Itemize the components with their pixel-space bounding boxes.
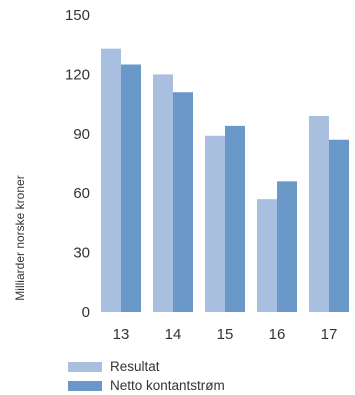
bar-resultat-13 bbox=[101, 48, 121, 312]
x-tick-label: 17 bbox=[321, 326, 338, 343]
y-tick-label: 0 bbox=[82, 304, 90, 321]
x-tick-label: 16 bbox=[269, 326, 286, 343]
y-axis-label: Milliarder norske kroner bbox=[13, 175, 27, 300]
y-axis-ticks: 0 30 60 90 120 150 bbox=[65, 7, 90, 321]
y-tick-label: 60 bbox=[73, 185, 90, 202]
y-tick-label: 30 bbox=[73, 245, 90, 262]
legend-swatch-netto-kontantstrom bbox=[68, 380, 102, 391]
legend-item-netto-kontantstrom: Netto kontantstrøm bbox=[68, 376, 225, 395]
y-tick-label: 150 bbox=[65, 7, 90, 24]
bar-resultat-17 bbox=[309, 115, 329, 312]
bar-resultat-15 bbox=[205, 135, 225, 312]
bar-resultat-16 bbox=[257, 199, 277, 312]
bar-netto-kontantstrom-13 bbox=[121, 64, 141, 312]
x-tick-label: 13 bbox=[113, 326, 130, 343]
legend: Resultat Netto kontantstrøm bbox=[68, 357, 225, 395]
bar-netto-kontantstrom-16 bbox=[277, 181, 297, 312]
x-axis-ticks: 13 14 15 16 17 bbox=[113, 326, 338, 343]
bar-netto-kontantstrom-15 bbox=[225, 125, 245, 312]
legend-swatch-resultat bbox=[68, 361, 102, 372]
x-tick-label: 15 bbox=[217, 326, 234, 343]
legend-item-resultat: Resultat bbox=[68, 357, 225, 376]
x-tick-label: 14 bbox=[165, 326, 182, 343]
legend-label-resultat: Resultat bbox=[110, 359, 160, 374]
bars bbox=[101, 48, 349, 313]
bar-chart: 0 30 60 90 120 150 13 14 15 16 17 Milliarder nors… bbox=[13, 7, 349, 343]
y-tick-label: 90 bbox=[73, 126, 90, 143]
y-tick-label: 120 bbox=[65, 66, 90, 83]
legend-label-netto-kontantstrom: Netto kontantstrøm bbox=[110, 378, 225, 393]
bar-resultat-14 bbox=[153, 74, 173, 313]
bar-netto-kontantstrom-17 bbox=[329, 139, 349, 312]
bar-netto-kontantstrom-14 bbox=[173, 92, 193, 312]
